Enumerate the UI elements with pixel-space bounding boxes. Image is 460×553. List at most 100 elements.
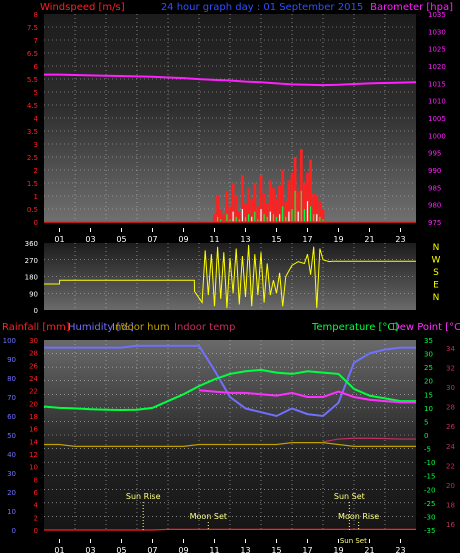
indoor-temp-tick-label: 18 [446,501,455,509]
wind-gust-bar [216,196,219,222]
direction-tick-label: 90 [29,290,38,298]
legend-indoor-hum: Indoor hum [112,322,170,333]
humidity-tick-label: 0 [12,527,16,535]
windspeed-tick-label: 4.5 [27,102,38,110]
windspeed-tick-label: 5 [34,89,38,97]
humidity-tick-label: 60 [7,413,16,421]
temperature-tick-label: -5 [424,446,431,454]
wind-avg-bar [291,209,293,222]
temperature-tick-label: 25 [424,364,433,372]
windspeed-tick-label: 7.5 [27,24,38,32]
grid-wind-barometer [44,14,416,222]
windspeed-tick-label: 1 [34,193,38,201]
wind-avg-bar [254,211,256,222]
windspeed-tick-label: 0 [34,219,38,227]
temperature-tick-label: 20 [424,378,433,386]
wind-gust-bar [296,190,300,222]
indoor-temp-tick-label: 16 [446,521,455,529]
wind-gust-bar [281,170,285,222]
wind-avg-bar [260,209,262,222]
wind-avg-bar [235,216,237,222]
wind-avg-bar [217,216,219,222]
wind-avg-bar [300,190,302,222]
sun-set-bottom-label: Sun Set [340,537,367,545]
humidity-tick-label: 50 [7,432,16,440]
rainfall-tick-label: 28 [29,350,38,358]
indoor-temp-tick-label: 26 [446,423,455,431]
windspeed-axis: 0 0.5 1 1.5 2 2.5 3 3.5 4 4.5 5 5.5 6 6.5 7 7.5 8 [27,11,39,227]
windspeed-tick-label: 4 [34,115,39,123]
windspeed-tick-label: 6.5 [27,50,38,58]
wind-avg-bar [257,219,259,222]
indoor-temp-tick-label: 32 [446,365,455,373]
windspeed-tick-label: 2.5 [27,154,38,162]
x-tick-label: 05 [116,546,126,553]
x-tick-label: 21 [364,235,374,244]
wind-avg-bar [282,206,284,222]
wind-avg-bar [306,201,309,222]
wind-gust-bar [265,203,269,222]
temperature-tick-label: -15 [424,473,435,481]
barometer-tick-label: 1025 [428,46,446,54]
windspeed-tick-label: 2 [34,167,38,175]
x-tick-label: 17 [302,235,312,244]
humidity-tick-label: 80 [7,375,16,383]
panel-temp-hum-rain [44,340,416,530]
humidity-tick-label: 100 [3,337,16,345]
barometer-tick-label: 985 [428,184,441,192]
wind-avg-bar [266,216,268,222]
wind-avg-bar [294,190,296,222]
wind-gust-bar [290,172,294,222]
compass-label: N [433,293,440,303]
wind-gust-bar [287,180,291,222]
wind-gust-bar [234,196,238,222]
x-tick-label: 11 [209,546,219,553]
x-tick-label: 05 [116,235,126,244]
wind-avg-bar [275,216,278,222]
wind-gust-bar [318,201,322,222]
wind-gust-bar [247,188,250,222]
humidity-tick-label: 70 [7,394,16,402]
indoor-temp-tick-label: 24 [446,443,455,451]
direction-tick-label: 0 [34,307,38,315]
wind-gust-bar [253,183,257,222]
wind-gust-bar [237,211,241,222]
wind-avg-bar [272,214,274,222]
barometer-axis: 975 980 985 990 995 1000 1005 1010 1015 1020 1025 1… [428,11,446,227]
rainfall-tick-label: 20 [29,400,38,408]
compass-label: N [433,243,440,253]
direction-tick-label: 270 [25,257,38,265]
wind-avg-bar [241,209,243,222]
wind-avg-bar [238,219,240,222]
wind-gust-bar [293,157,297,222]
windspeed-tick-label: 1.5 [27,180,38,188]
temperature-tick-label: 10 [424,405,433,413]
wind-avg-bar [297,211,299,222]
wind-gust-bar [231,183,235,222]
sun-set-label: Sun Set [334,492,365,501]
rainfall-tick-label: 16 [29,426,38,434]
series-line [43,368,416,412]
wind-gust-bar [262,193,266,222]
x-tick-label: 03 [85,235,95,244]
rainfall-tick-label: 10 [29,464,38,472]
compass-label: S [433,268,439,278]
x-tick-label: 13 [240,546,250,553]
wind-avg-bar [310,206,312,222]
humidity-tick-label: 20 [7,489,16,497]
x-axis-ticks-top: 01 03 05 07 09 11 13 15 17 19 21 23 [44,221,416,244]
wind-gust-bar [321,209,325,222]
barometer-tick-label: 1005 [428,115,446,123]
barometer-tick-label: 975 [428,219,441,227]
rainfall-tick-label: 26 [29,362,38,370]
wind-gust-bar [241,175,244,222]
indoor-temp-tick-label: 20 [446,482,455,490]
wind-avg-bar [226,214,228,222]
direction-tick-label: 180 [25,274,38,282]
wind-avg-bar [244,216,247,222]
wind-avg-bar [288,211,290,222]
rainfall-tick-label: 8 [34,476,38,484]
